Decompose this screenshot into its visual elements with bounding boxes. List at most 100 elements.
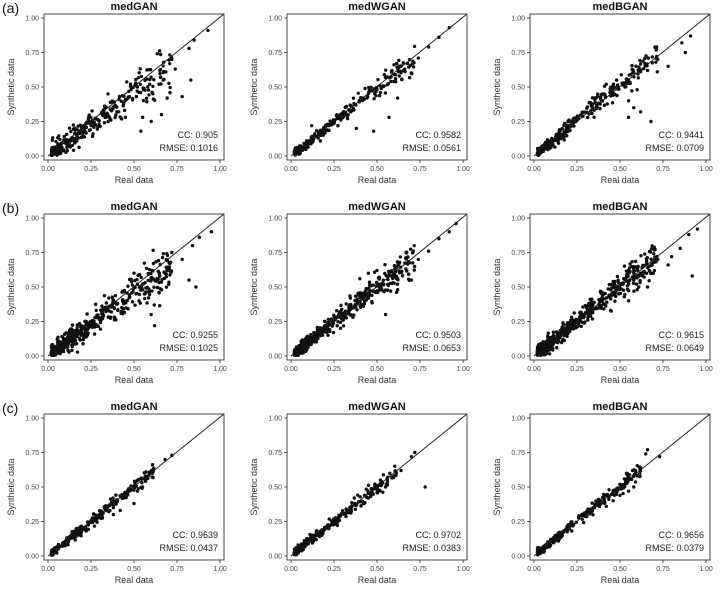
data-point	[322, 319, 327, 324]
data-point	[348, 510, 352, 515]
data-point	[407, 261, 412, 265]
data-point	[614, 487, 618, 491]
data-point	[638, 474, 642, 479]
data-point	[363, 289, 367, 294]
data-point	[146, 88, 151, 92]
data-point	[649, 119, 653, 124]
rmse-annotation-3: RMSE: 0.1025	[159, 343, 218, 353]
rmse-annotation-5: RMSE: 0.0649	[645, 343, 704, 353]
data-point	[559, 136, 563, 141]
data-point	[63, 544, 67, 548]
data-point	[71, 148, 76, 152]
data-point	[299, 545, 304, 550]
x-tick-label: 0.00	[41, 166, 55, 173]
data-point	[578, 310, 582, 315]
data-point	[623, 277, 627, 282]
cc-annotation-5: CC: 0.9615	[658, 330, 704, 340]
x-tick-label: 0.00	[527, 366, 541, 373]
data-point	[695, 227, 700, 231]
data-point	[566, 522, 571, 527]
data-point	[122, 310, 127, 315]
data-point	[356, 91, 360, 95]
data-point	[372, 87, 376, 91]
panel-title-3: medGAN	[110, 201, 157, 213]
data-point	[538, 343, 542, 347]
data-point	[627, 477, 631, 482]
x-tick-label: 0.25	[570, 566, 584, 573]
data-point	[331, 330, 336, 335]
data-point	[610, 101, 615, 105]
data-point	[71, 127, 76, 131]
data-point	[305, 541, 309, 545]
x-tick-label: 1.00	[456, 566, 470, 573]
data-point	[591, 513, 595, 517]
data-point	[389, 79, 393, 84]
data-point	[58, 350, 63, 354]
data-point	[350, 108, 354, 113]
data-point	[89, 123, 93, 128]
data-point	[169, 269, 174, 273]
data-point	[652, 245, 657, 250]
data-point	[585, 105, 590, 109]
data-point	[614, 490, 619, 495]
data-point	[381, 278, 386, 282]
x-tick-label: 1.00	[699, 166, 713, 173]
data-point	[135, 85, 140, 89]
data-point	[562, 333, 566, 338]
data-point	[565, 133, 569, 138]
data-point	[630, 89, 634, 93]
data-point	[412, 268, 416, 272]
data-point	[608, 90, 612, 95]
data-point	[631, 68, 635, 72]
data-point	[678, 246, 682, 251]
data-point	[59, 146, 63, 150]
x-tick-label: 0.75	[656, 566, 670, 573]
data-point	[167, 58, 171, 62]
data-point	[334, 113, 339, 118]
data-point	[73, 329, 77, 334]
data-point	[604, 304, 608, 308]
data-point	[371, 129, 376, 133]
data-point	[614, 288, 618, 292]
data-point	[583, 511, 588, 515]
data-point	[581, 520, 586, 525]
data-point	[635, 88, 639, 92]
data-point	[70, 348, 74, 353]
data-point	[348, 103, 352, 107]
data-point	[138, 67, 142, 71]
data-point	[374, 284, 379, 288]
data-point	[113, 300, 117, 304]
data-point	[296, 543, 300, 547]
data-point	[543, 545, 548, 549]
data-point	[652, 252, 656, 256]
data-point	[641, 59, 645, 63]
data-point	[56, 335, 60, 339]
data-point	[579, 315, 584, 320]
data-point	[401, 68, 405, 73]
data-point	[628, 262, 632, 266]
data-point	[608, 308, 613, 313]
data-point	[165, 268, 169, 272]
data-point	[606, 287, 610, 291]
x-tick-label: 1.00	[456, 366, 470, 373]
cc-annotation-1: CC: 0.9582	[415, 130, 461, 140]
x-axis-label: Real data	[601, 375, 640, 385]
data-point	[638, 465, 643, 470]
data-point	[337, 513, 341, 518]
data-point	[687, 232, 691, 237]
data-point	[367, 280, 372, 284]
data-point	[161, 252, 166, 256]
data-point	[144, 470, 148, 474]
data-point	[630, 63, 634, 68]
data-point	[114, 493, 118, 497]
data-point	[50, 138, 55, 142]
data-point	[557, 537, 561, 541]
data-point	[627, 271, 631, 275]
y-tick-label: 0.25	[511, 519, 525, 526]
data-point	[593, 101, 597, 105]
data-point	[354, 126, 359, 131]
data-point	[339, 313, 344, 317]
data-point	[638, 62, 643, 66]
data-point	[577, 514, 581, 518]
